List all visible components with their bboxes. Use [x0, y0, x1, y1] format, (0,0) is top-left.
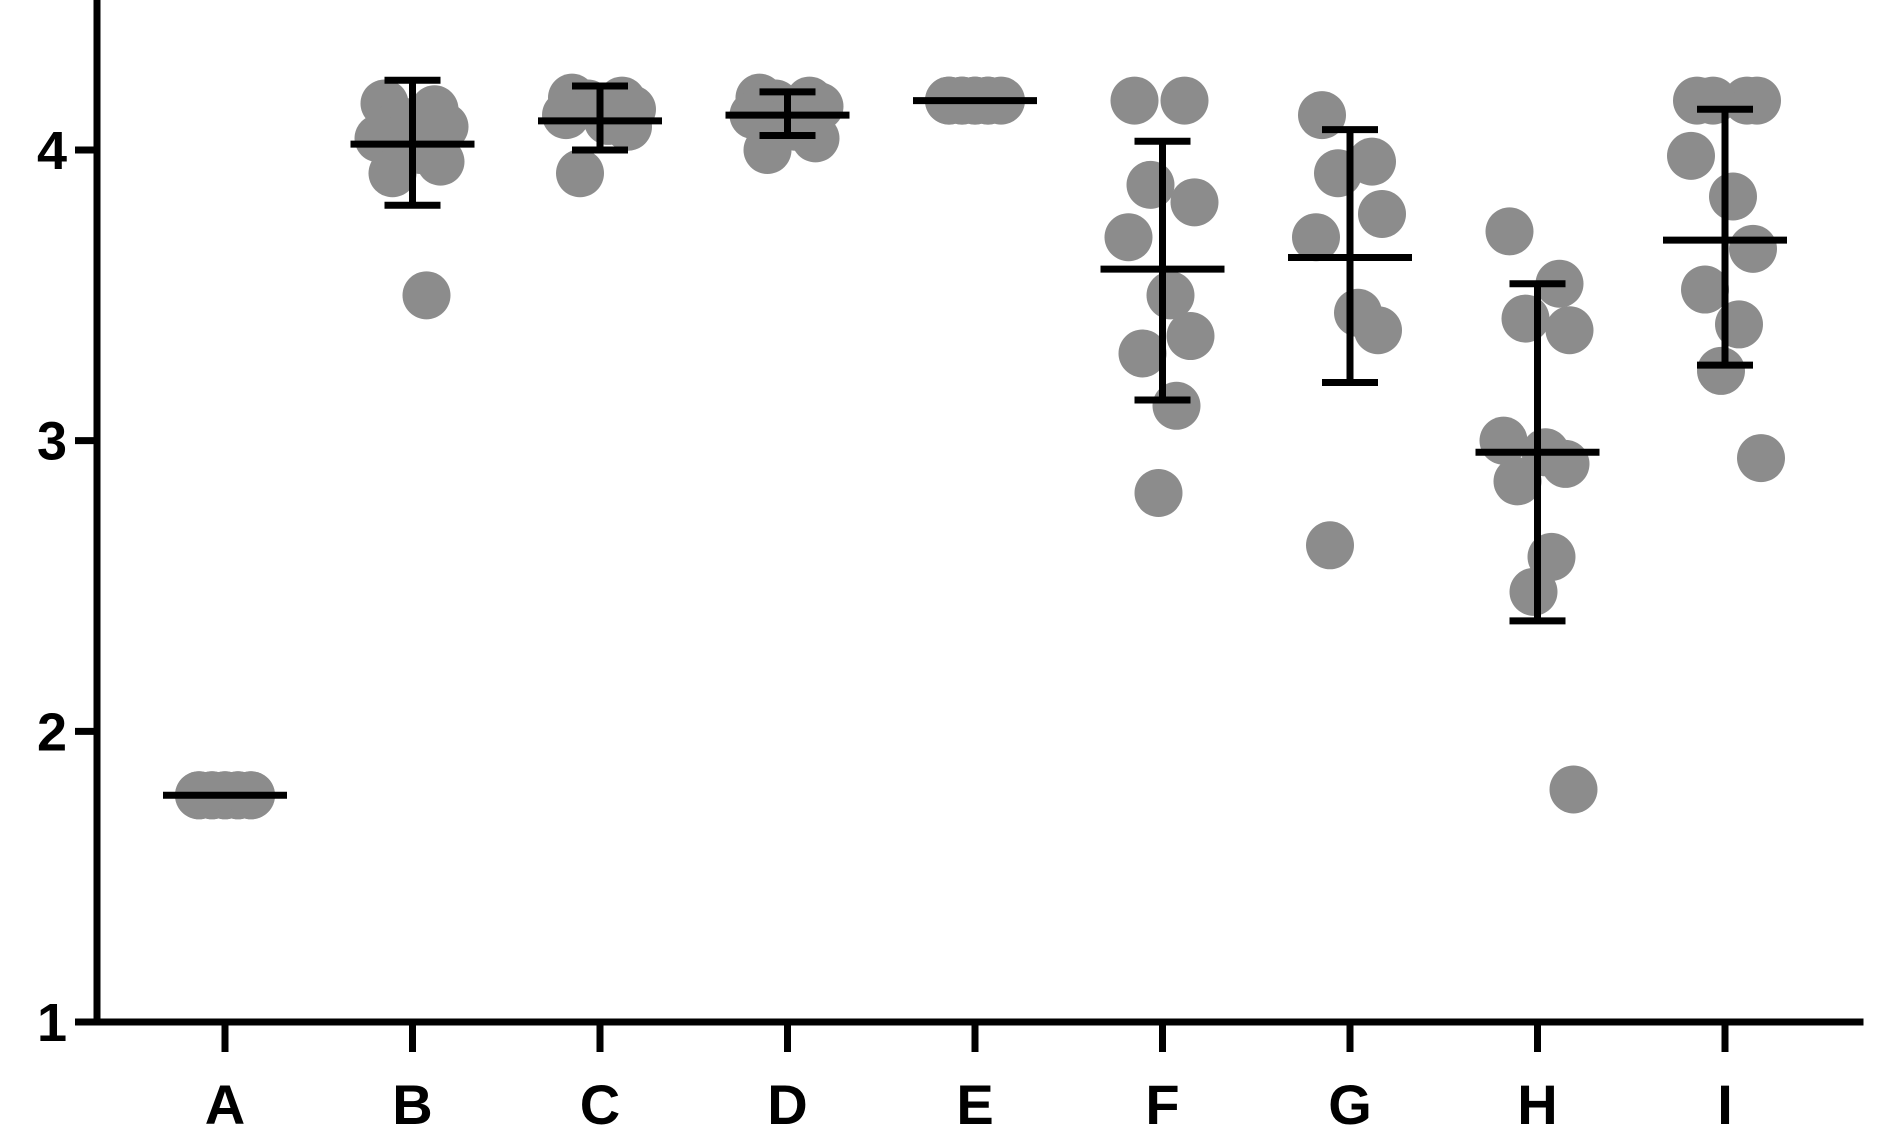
- y-tick-label: 4: [37, 121, 67, 181]
- data-point: [604, 103, 652, 151]
- x-tick-label-i: I: [1717, 1073, 1733, 1133]
- data-point: [1167, 312, 1215, 360]
- data-point: [1292, 213, 1340, 261]
- data-point: [1147, 271, 1195, 319]
- data-point: [1127, 161, 1175, 209]
- x-tick-label-a: A: [205, 1073, 245, 1133]
- data-point: [1358, 190, 1406, 238]
- data-point: [1171, 178, 1219, 226]
- data-point: [1546, 306, 1594, 354]
- y-axis-ticks: 1 2 3 4: [37, 121, 97, 1053]
- data-point: [1733, 77, 1781, 125]
- data-point: [1354, 306, 1402, 354]
- data-point: [1111, 77, 1159, 125]
- y-tick-label: 3: [37, 412, 67, 472]
- data-point: [1135, 469, 1183, 517]
- x-tick-label-b: B: [392, 1073, 432, 1133]
- x-tick-label-c: C: [580, 1073, 620, 1133]
- x-tick-label-g: G: [1328, 1073, 1372, 1133]
- y-tick-label: 1: [37, 993, 67, 1053]
- data-point: [542, 91, 590, 139]
- x-tick-label-e: E: [956, 1073, 993, 1133]
- data-point: [403, 271, 451, 319]
- x-tick-label-h: H: [1517, 1073, 1557, 1133]
- data-point: [1486, 207, 1534, 255]
- data-point: [1161, 77, 1209, 125]
- x-tick-label-f: F: [1145, 1073, 1179, 1133]
- data-point: [1709, 173, 1757, 221]
- x-tick-label-d: D: [767, 1073, 807, 1133]
- data-point: [1689, 77, 1737, 125]
- x-axis-ticks: A B C D E F G H I: [205, 1022, 1733, 1133]
- data-point: [1729, 225, 1777, 273]
- data-point: [1510, 568, 1558, 616]
- data-point: [1550, 765, 1598, 813]
- data-point: [1480, 417, 1528, 465]
- data-points: [175, 74, 1785, 820]
- data-point: [1667, 132, 1715, 180]
- data-point: [1737, 434, 1785, 482]
- y-tick-label: 2: [37, 702, 67, 762]
- data-point: [1314, 149, 1362, 197]
- data-point: [1542, 440, 1590, 488]
- data-point: [556, 149, 604, 197]
- data-point: [1306, 521, 1354, 569]
- data-point: [1105, 213, 1153, 261]
- data-point: [1697, 347, 1745, 395]
- data-point: [1502, 295, 1550, 343]
